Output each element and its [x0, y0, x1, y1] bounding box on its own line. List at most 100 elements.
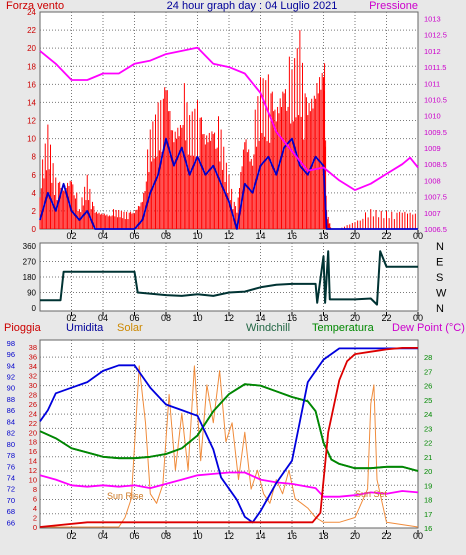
rain-y-tick-label: 10 — [29, 476, 37, 485]
x-tick-label: 00 — [413, 531, 423, 541]
pressure-y-tick-label: 1007 — [424, 209, 441, 218]
rain-y-tick-label: 2 — [33, 514, 37, 523]
wind-y-tick-label: 16 — [27, 80, 36, 89]
rain-y-tick-label: 18 — [29, 438, 37, 447]
rain-y-tick-label: 6 — [33, 495, 37, 504]
humidity-y-tick-label: 96 — [7, 350, 15, 359]
humidity-y-tick-label: 80 — [7, 440, 15, 449]
humidity-y-tick-label: 86 — [7, 406, 15, 415]
pressure-y-tick-label: 1011.5 — [424, 63, 446, 72]
wind-y-tick-label: 4 — [32, 189, 37, 198]
x-tick-label: 04 — [98, 531, 108, 541]
x-tick-label: 18 — [318, 313, 328, 323]
wind-y-tick-label: 24 — [27, 8, 36, 17]
humidity-y-tick-label: 68 — [7, 507, 15, 516]
wind-y-tick-label: 2 — [32, 207, 37, 216]
pressure-y-tick-label: 1010 — [424, 112, 441, 121]
wind-y-tick-label: 14 — [27, 98, 36, 107]
rain-y-tick-label: 16 — [29, 447, 37, 456]
windchill-label: Windchill — [246, 322, 290, 334]
humidity-y-tick-label: 82 — [7, 429, 15, 438]
humidity-label: Umidita — [66, 322, 104, 334]
x-tick-label: 04 — [98, 313, 108, 323]
temperature-y-tick-label: 23 — [424, 424, 432, 433]
x-tick-label: 10 — [192, 231, 202, 241]
temperature-y-tick-label: 27 — [424, 367, 432, 376]
x-tick-label: 16 — [287, 531, 297, 541]
direction-line — [40, 250, 418, 306]
dewpoint-line — [39, 471, 419, 498]
compass-label: S — [436, 272, 443, 284]
x-tick-label: 14 — [255, 531, 265, 541]
rain-y-tick-label: 20 — [29, 428, 37, 437]
pressure-y-tick-label: 1013 — [424, 14, 441, 23]
humidity-y-tick-label: 90 — [7, 384, 15, 393]
wind-y-tick-label: 22 — [27, 26, 36, 35]
rain-label: Pioggia — [4, 322, 42, 334]
wind-y-tick-label: 6 — [32, 171, 37, 180]
temperature-y-tick-label: 22 — [424, 439, 432, 448]
x-tick-label: 20 — [350, 531, 360, 541]
rain-y-tick-label: 14 — [29, 457, 37, 466]
wind-pressure-series — [39, 30, 419, 230]
compass-label: W — [436, 288, 447, 300]
pressure-line — [39, 46, 419, 192]
temperature-y-tick-label: 26 — [424, 382, 432, 391]
x-tick-label: 22 — [381, 531, 391, 541]
temperature-label: Temperatura — [312, 322, 375, 334]
wind-y-tick-label: 20 — [27, 44, 36, 53]
direction-y-tick-label: 270 — [23, 258, 37, 267]
rain-y-tick-label: 22 — [29, 419, 37, 428]
direction-y-tick-label: 360 — [23, 242, 37, 251]
pressure-y-tick-label: 1006.5 — [424, 225, 447, 234]
humidity-y-tick-label: 72 — [7, 485, 15, 494]
rain-y-tick-label: 34 — [29, 362, 37, 371]
x-tick-label: 00 — [413, 313, 423, 323]
pressure-y-tick-label: 1009 — [424, 144, 441, 153]
humidity-line — [39, 347, 418, 524]
x-tick-label: 14 — [255, 231, 265, 241]
rain-y-tick-label: 24 — [29, 409, 37, 418]
pressure-y-tick-label: 1008.5 — [424, 160, 447, 169]
x-tick-label: 02 — [66, 313, 76, 323]
humidity-y-tick-label: 92 — [7, 372, 15, 381]
wind-pressure-axis-labels: 0246810121416182022241006.510071007.5100… — [27, 8, 447, 241]
direction-y-tick-label: 90 — [27, 289, 36, 298]
x-tick-label: 10 — [192, 531, 202, 541]
pressure-y-tick-label: 1010.5 — [424, 95, 447, 104]
rain-y-tick-label: 32 — [29, 371, 37, 380]
x-tick-label: 12 — [224, 231, 234, 241]
pressure-label: Pressione — [369, 0, 418, 12]
compass-label: N — [436, 303, 444, 315]
chart-title: 24 hour graph day : 04 Luglio 2021 — [167, 0, 338, 12]
pressure-y-tick-label: 1012.5 — [424, 31, 447, 40]
temperature-y-tick-label: 20 — [424, 467, 432, 476]
temperature-y-tick-label: 18 — [424, 496, 432, 505]
temperature-y-tick-label: 24 — [424, 410, 432, 419]
wind-y-tick-label: 10 — [27, 135, 36, 144]
x-tick-label: 00 — [413, 231, 423, 241]
rain-y-tick-label: 28 — [29, 390, 37, 399]
humidity-y-tick-label: 74 — [7, 473, 15, 482]
wind-y-tick-label: 12 — [27, 117, 36, 126]
x-tick-label: 22 — [381, 231, 391, 241]
wind-average-line — [39, 137, 418, 230]
direction-y-tick-label: 180 — [23, 273, 37, 282]
humidity-y-tick-label: 66 — [7, 518, 15, 527]
wind-y-tick-label: 18 — [27, 62, 36, 71]
rain-y-tick-label: 36 — [29, 352, 37, 361]
x-tick-label: 04 — [98, 231, 108, 241]
temperature-y-tick-label: 19 — [424, 481, 432, 490]
temperature-y-tick-label: 28 — [424, 353, 432, 362]
wind-y-tick-label: 0 — [32, 225, 37, 234]
rain-line — [39, 346, 418, 528]
x-tick-label: 02 — [66, 531, 76, 541]
direction-series — [40, 250, 418, 306]
climate-series — [39, 346, 419, 528]
humidity-y-tick-label: 78 — [7, 451, 15, 460]
x-tick-label: 12 — [224, 313, 234, 323]
x-tick-label: 06 — [129, 313, 139, 323]
x-tick-label: 20 — [350, 231, 360, 241]
